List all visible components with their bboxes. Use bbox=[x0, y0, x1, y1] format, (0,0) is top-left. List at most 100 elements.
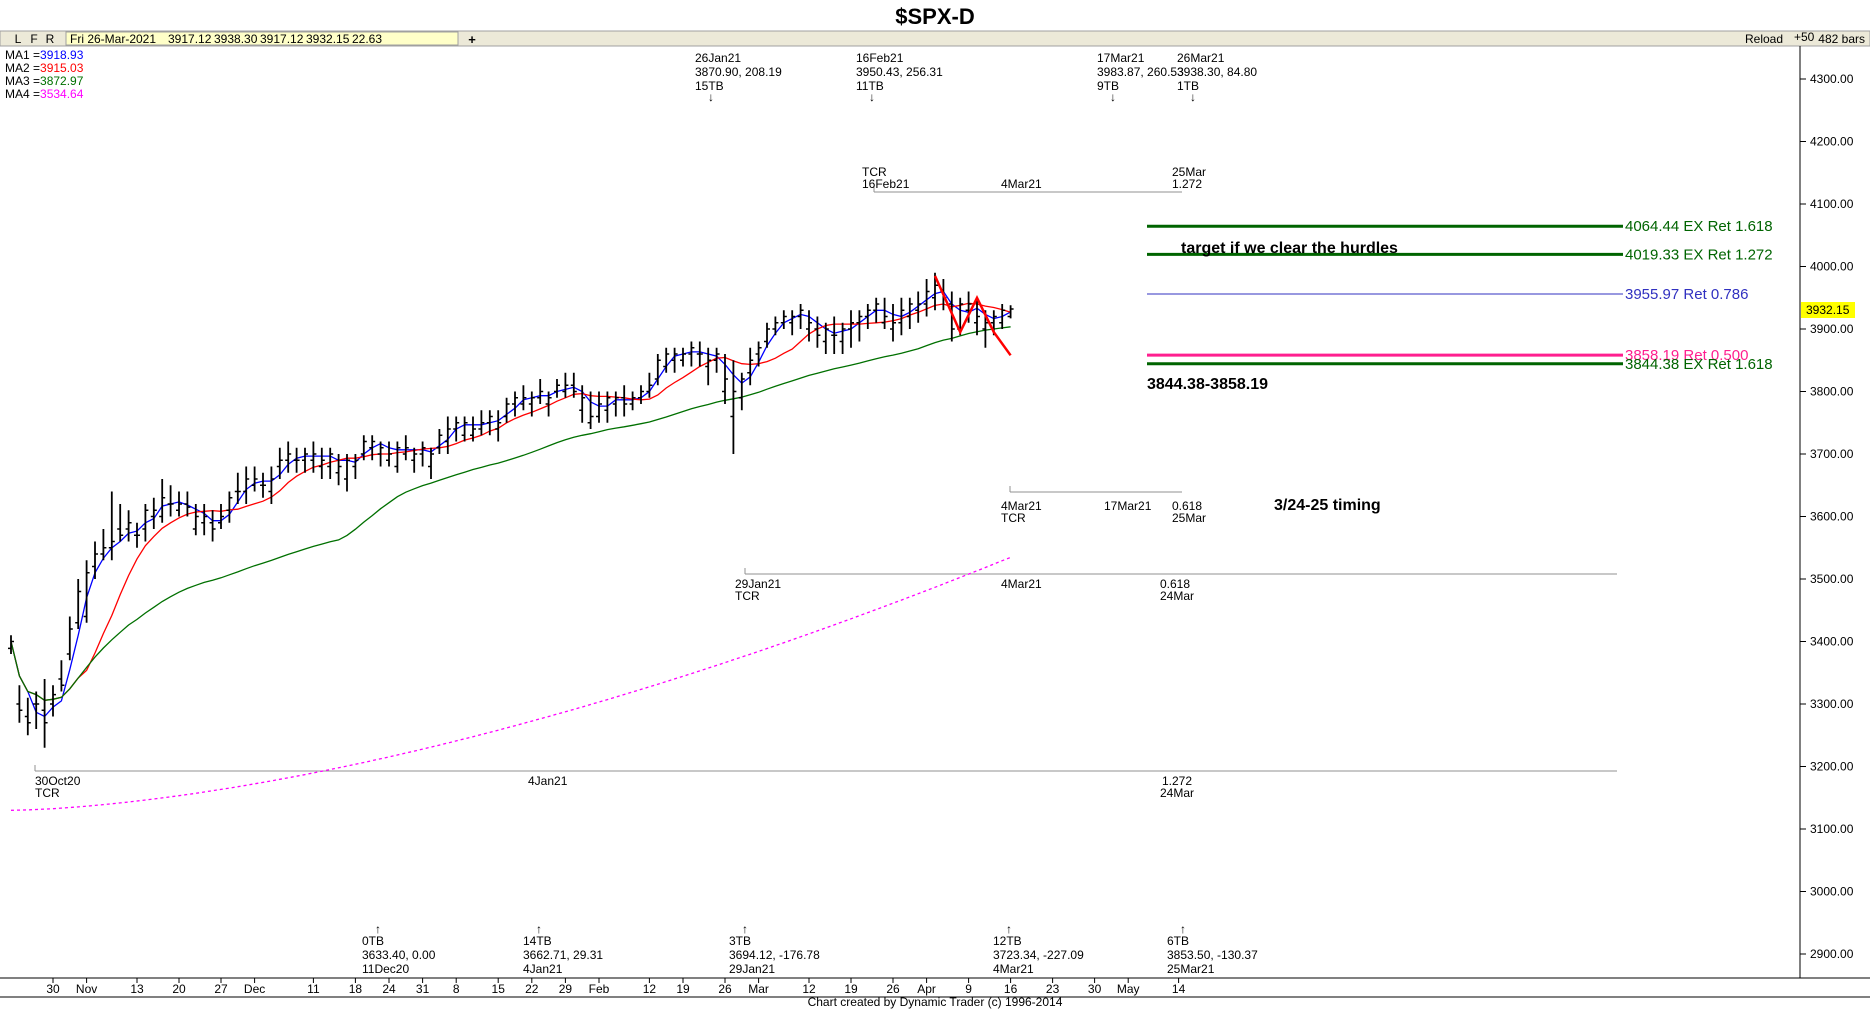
pivot-text: 0TB bbox=[362, 934, 384, 948]
pivot-text: 9TB bbox=[1097, 79, 1119, 93]
bottom-pivot-2: ↑ 14TB 3662.71, 29.31 4Jan21 bbox=[523, 922, 603, 976]
pivot-text: 3662.71, 29.31 bbox=[523, 948, 603, 962]
tp-label: 29Jan21 bbox=[735, 577, 781, 591]
toolbar-bar bbox=[0, 30, 1870, 47]
timing-annotation: 3/24-25 timing bbox=[1274, 497, 1381, 514]
x-tick-label: 30 bbox=[46, 982, 60, 996]
top-pivot-1: 26Jan21 3870.90, 208.19 15TB ↓ bbox=[695, 51, 782, 104]
up-arrow-icon: ↑ bbox=[536, 922, 542, 936]
last-price-badge bbox=[1801, 302, 1855, 318]
x-tick-label: 20 bbox=[172, 982, 186, 996]
pivot-text: 15TB bbox=[695, 79, 724, 93]
pivot-text: 14TB bbox=[523, 934, 552, 948]
y-tick-label: 3600.00 bbox=[1810, 510, 1854, 524]
ohlc-bars bbox=[8, 272, 1014, 748]
pivot-text: 3938.30, 84.80 bbox=[1177, 65, 1257, 79]
toolbar-button-r[interactable]: R bbox=[46, 32, 55, 46]
x-tick-label: 24 bbox=[382, 982, 396, 996]
pivot-text: 4Jan21 bbox=[523, 962, 563, 976]
x-tick-label: May bbox=[1117, 982, 1140, 996]
bars-count: 482 bars bbox=[1818, 32, 1865, 46]
toolbar-button-f[interactable]: F bbox=[30, 32, 37, 46]
readout-open: 3917.12 bbox=[168, 32, 212, 46]
toolbar-button-l[interactable]: L bbox=[15, 32, 22, 46]
y-tick-label: 2900.00 bbox=[1810, 947, 1854, 961]
tp-label: 0.618 bbox=[1160, 577, 1190, 591]
tp-label: 30Oct20 bbox=[35, 774, 81, 788]
pivot-text: 26Jan21 bbox=[695, 51, 741, 65]
y-tick-label: 3800.00 bbox=[1810, 385, 1854, 399]
tp-label: 4Mar21 bbox=[1001, 577, 1042, 591]
x-tick-label: 12 bbox=[802, 982, 816, 996]
pivot-text: 11TB bbox=[856, 79, 884, 93]
pivot-text: 25Mar21 bbox=[1167, 962, 1215, 976]
down-arrow-icon: ↓ bbox=[1190, 90, 1196, 104]
ma-legend: MA1 =3918.93 MA2 =3915.03 MA3 =3872.97 M… bbox=[5, 48, 84, 101]
x-tick-label: Apr bbox=[917, 982, 936, 996]
bottom-pivot-1: ↑ 0TB 3633.40, 0.00 11Dec20 bbox=[362, 922, 436, 976]
top-pivot-2: 16Feb21 3950.43, 256.31 11TB ↓ bbox=[856, 51, 943, 104]
last-price-label: 3932.15 bbox=[1806, 303, 1850, 317]
y-tick-label: 3200.00 bbox=[1810, 760, 1854, 774]
x-tick-label: 19 bbox=[676, 982, 690, 996]
pivot-text: 12TB bbox=[993, 934, 1022, 948]
top-pivot-3: 17Mar21 3983.87, 260.53 9TB ↓ bbox=[1097, 51, 1184, 104]
x-tick-label: 22 bbox=[525, 982, 539, 996]
red-pattern-line bbox=[933, 275, 1012, 357]
pivot-text: 3633.40, 0.00 bbox=[362, 948, 436, 962]
x-tick-label: 9 bbox=[965, 982, 972, 996]
tp-label: 4Mar21 bbox=[1001, 177, 1042, 191]
pivot-text: 16Feb21 bbox=[856, 51, 904, 65]
readout-date: Fri 26-Mar-2021 bbox=[70, 32, 156, 46]
pivot-text: 17Mar21 bbox=[1097, 51, 1145, 65]
price-level-label: 3955.97 Ret 0.786 bbox=[1625, 286, 1748, 303]
up-arrow-icon: ↑ bbox=[742, 922, 748, 936]
tp-label: 24Mar bbox=[1160, 589, 1194, 603]
moving-averages bbox=[10, 290, 1011, 811]
footer-credit: Chart created by Dynamic Trader (c) 1996… bbox=[808, 995, 1063, 1009]
tp-label: 25Mar bbox=[1172, 165, 1206, 179]
y-tick-label: 3700.00 bbox=[1810, 447, 1854, 461]
up-arrow-icon: ↑ bbox=[1180, 922, 1186, 936]
add-button[interactable]: + bbox=[468, 32, 476, 47]
readout-low: 3917.12 bbox=[260, 32, 304, 46]
y-tick-label: 4100.00 bbox=[1810, 197, 1854, 211]
y-tick-label: 4200.00 bbox=[1810, 135, 1854, 149]
top-pivot-4: 26Mar21 3938.30, 84.80 1TB ↓ bbox=[1177, 51, 1257, 104]
x-tick-label: 13 bbox=[130, 982, 144, 996]
reload-button[interactable]: Reload bbox=[1745, 32, 1783, 46]
tp-label: 24Mar bbox=[1160, 786, 1194, 800]
pivot-text: 26Mar21 bbox=[1177, 51, 1225, 65]
x-tick-label: Mar bbox=[748, 982, 769, 996]
x-tick-label: 31 bbox=[416, 982, 430, 996]
tp-label: TCR bbox=[35, 786, 60, 800]
x-tick-label: 23 bbox=[1046, 982, 1060, 996]
down-arrow-icon: ↓ bbox=[708, 90, 714, 104]
ma3-label: MA3 =3872.97 bbox=[5, 74, 84, 88]
ma1-label: MA1 =3918.93 bbox=[5, 48, 84, 62]
pivot-text: 3950.43, 256.31 bbox=[856, 65, 943, 79]
ma3-line bbox=[10, 326, 1011, 701]
y-tick-label: 4300.00 bbox=[1810, 72, 1854, 86]
ma2-label: MA2 =3915.03 bbox=[5, 61, 84, 75]
price-level-label: 3858.19 Ret 0.500 bbox=[1625, 347, 1748, 364]
target-annotation: target if we clear the hurdles bbox=[1181, 240, 1398, 257]
y-tick-label: 3900.00 bbox=[1810, 322, 1854, 336]
x-tick-label: 18 bbox=[349, 982, 363, 996]
pivot-text: 3TB bbox=[729, 934, 751, 948]
time-projection-lines bbox=[34, 186, 1617, 772]
x-axis: 30 Nov 13 20 27 Dec 11 18 24 31 8 15 22 29 Feb 12 19 26 Ma… bbox=[46, 978, 1186, 996]
ma1-line bbox=[10, 290, 1011, 718]
tp-label: 4Jan21 bbox=[528, 774, 568, 788]
readout-change: 22.63 bbox=[352, 32, 382, 46]
top-pivots: 26Jan21 3870.90, 208.19 15TB ↓ 16Feb21 3… bbox=[695, 51, 1257, 104]
x-tick-label: 14 bbox=[1172, 982, 1186, 996]
pivot-text: 4Mar21 bbox=[993, 962, 1034, 976]
price-level-label: 3844.38 EX Ret 1.618 bbox=[1625, 356, 1773, 373]
down-arrow-icon: ↓ bbox=[1110, 90, 1116, 104]
ma2-line bbox=[10, 302, 1011, 701]
zoom-button[interactable]: +50 bbox=[1794, 30, 1815, 44]
y-tick-label: 4000.00 bbox=[1810, 260, 1854, 274]
